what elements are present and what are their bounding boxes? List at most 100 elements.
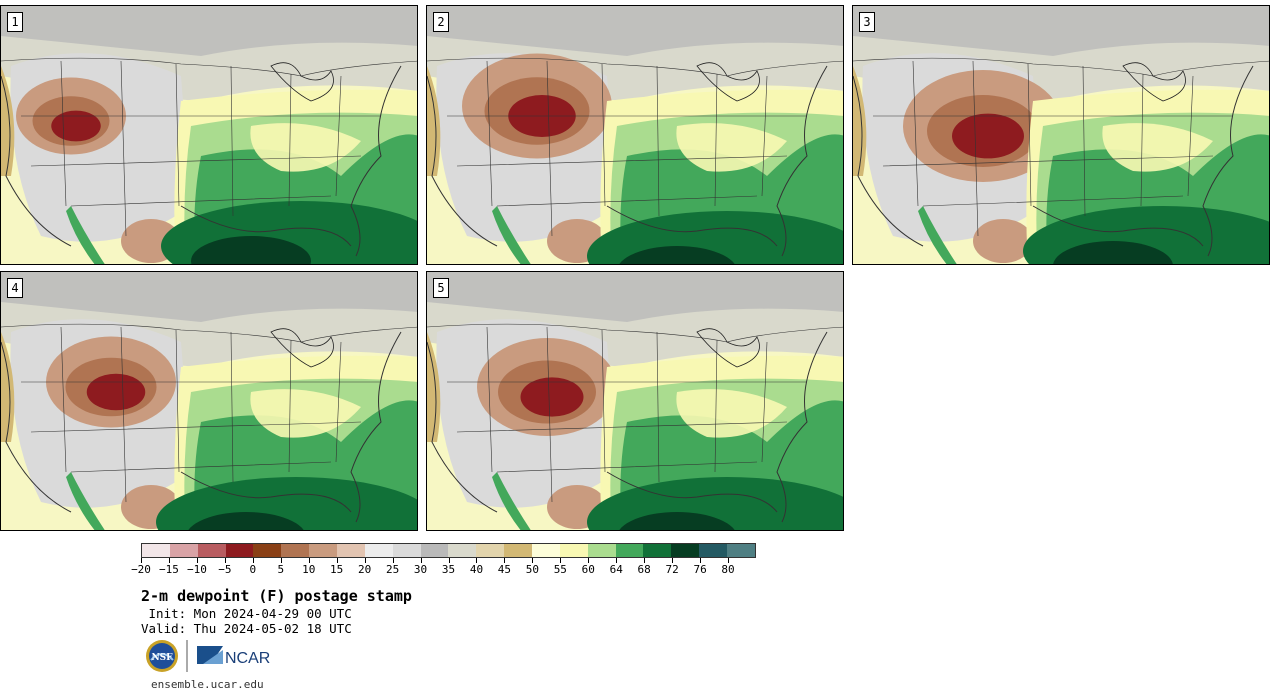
map-region (250, 389, 361, 438)
map-boundaries (853, 57, 1269, 257)
map-region (1, 66, 15, 176)
colorbar-tick (280, 558, 282, 563)
colorbar-tick (252, 558, 254, 563)
colorbar (141, 543, 756, 558)
map-region (427, 6, 843, 56)
map-region (520, 377, 584, 417)
colorbar-tick (700, 558, 702, 563)
colorbar-tick-label: 35 (441, 563, 456, 576)
map-region (492, 206, 531, 264)
map-region (676, 389, 787, 438)
panel-number: 5 (433, 278, 449, 298)
map-lakes (270, 62, 334, 102)
colorbar-tick (532, 558, 534, 563)
colorbar-tick-label: 15 (330, 563, 344, 576)
colorbar-tick-label: 80 (721, 563, 735, 576)
colorbar-tick (336, 558, 338, 563)
colorbar-tick (672, 558, 674, 563)
nsf-logo-icon: NSF (146, 640, 178, 672)
map-lakes (1122, 62, 1186, 102)
map-region (973, 219, 1033, 263)
map-region (853, 6, 1269, 56)
panel-map (427, 272, 843, 530)
colorbar-segment (142, 544, 170, 557)
map-region (427, 272, 843, 322)
colorbar-tick-label: 68 (637, 563, 651, 576)
map-region (86, 373, 146, 411)
map-boundaries (1, 57, 417, 257)
panel-map (427, 6, 843, 264)
map-region (1053, 241, 1173, 264)
colorbar-tick (196, 558, 198, 563)
colorbar-tick-label: −20 (131, 563, 151, 576)
map-region (619, 512, 735, 530)
colorbar-tick-label: 50 (525, 563, 539, 576)
svg-text:NSF: NSF (151, 653, 173, 663)
map-region (427, 332, 441, 442)
colorbar-tick-label: 64 (609, 563, 623, 576)
colorbar-tick-label: 10 (302, 563, 316, 576)
map-region (191, 236, 311, 264)
map-boundaries (427, 57, 843, 257)
colorbar-tick-label: 25 (385, 563, 400, 576)
colorbar-tick (448, 558, 450, 563)
map-lakes (270, 328, 334, 368)
colorbar-tick (392, 558, 394, 563)
colorbar-segment (699, 544, 728, 557)
colorbar-segment (309, 544, 338, 557)
colorbar-tick (728, 558, 730, 563)
valid-time: Valid: Thu 2024-05-02 18 UTC (141, 621, 352, 636)
map-region (1, 332, 15, 442)
colorbar-tick-label: 76 (693, 563, 707, 576)
map-region (1, 272, 417, 322)
panel-1: 1 (0, 5, 418, 265)
colorbar-segment (281, 544, 310, 557)
colorbar-tick (364, 558, 366, 563)
panel-number: 2 (433, 12, 449, 32)
init-time: Init: Mon 2024-04-29 00 UTC (141, 606, 352, 621)
colorbar-tick (224, 558, 226, 563)
map-region (427, 66, 441, 176)
colorbar-tick-label: −10 (186, 563, 207, 576)
colorbar-tick-label: 60 (581, 563, 595, 576)
colorbar-segment (727, 544, 755, 557)
colorbar-tick (141, 558, 142, 563)
panel-4: 4 (0, 271, 418, 531)
colorbar-tick (420, 558, 422, 563)
colorbar-tick (616, 558, 618, 563)
colorbar-tick (504, 558, 506, 563)
map-region (676, 123, 787, 172)
colorbar-segment (559, 544, 588, 557)
colorbar-tick-label: 72 (665, 563, 679, 576)
colorbar-tick-label: −5 (218, 563, 232, 576)
colorbar-tick (644, 558, 646, 563)
panel-number: 4 (7, 278, 23, 298)
colorbar-segment (169, 544, 198, 557)
colorbar-tick (560, 558, 562, 563)
map-region (853, 66, 867, 176)
panel-5: 5 (426, 271, 844, 531)
map-region (66, 472, 105, 530)
colorbar-segment (476, 544, 505, 557)
colorbar-segment (671, 544, 700, 557)
colorbar-segment (253, 544, 282, 557)
map-region (250, 123, 361, 172)
map-title: 2-m dewpoint (F) postage stamp (141, 587, 412, 605)
map-region (1102, 123, 1213, 172)
map-lakes (696, 62, 760, 102)
map-region (952, 113, 1024, 159)
colorbar-tick-label: 5 (277, 563, 285, 576)
panel-map (1, 272, 417, 530)
colorbar-segment (197, 544, 226, 557)
footer-url: ensemble.ucar.edu (151, 678, 264, 691)
panel-map (853, 6, 1269, 264)
colorbar-segment (448, 544, 477, 557)
map-lakes (696, 328, 760, 368)
colorbar-tick-label: 45 (497, 563, 512, 576)
colorbar-segment (504, 544, 533, 557)
map-region (51, 110, 101, 142)
colorbar-ticks: −20 −15 −10 −5 0 5 10 15 20 25 30 35 40 45 50 55 60 64 68 7… (131, 558, 756, 578)
colorbar-segment (615, 544, 644, 557)
colorbar-tick-label: 20 (358, 563, 372, 576)
map-region (619, 246, 735, 264)
